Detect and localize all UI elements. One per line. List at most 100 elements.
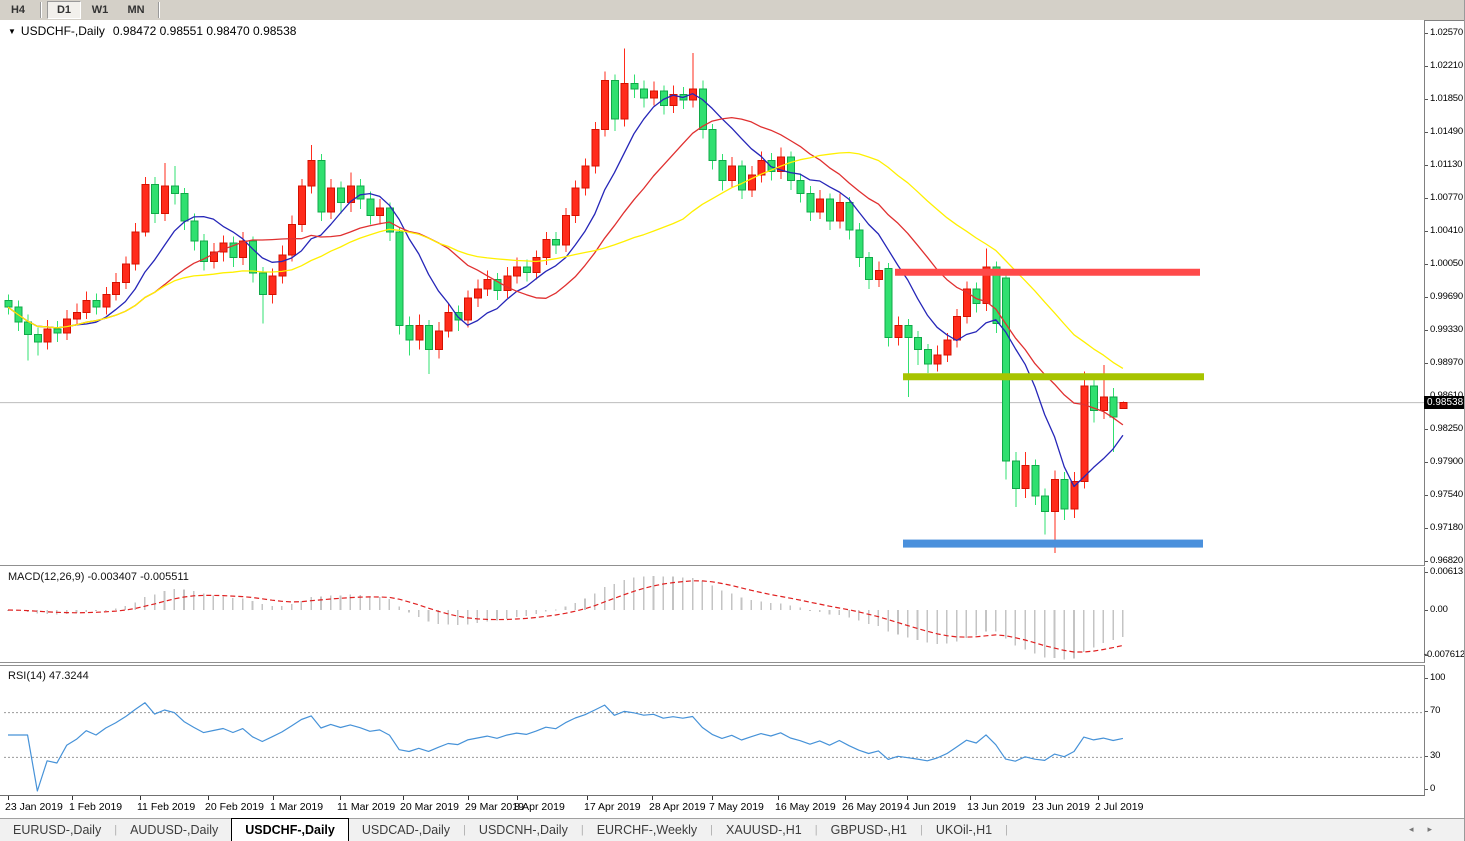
macd-chart[interactable] xyxy=(0,567,1424,662)
macd-bar xyxy=(466,610,469,625)
timeframe-button-h4[interactable]: H4 xyxy=(10,4,26,16)
macd-bar xyxy=(877,610,880,627)
price-axis-label: 0.97900 xyxy=(1430,456,1463,467)
tab-separator: | xyxy=(580,824,584,836)
macd-bar xyxy=(760,601,762,610)
macd-indicator-pane[interactable]: MACD(12,26,9) -0.003407 -0.005511 xyxy=(0,567,1425,663)
macd-axis-tick xyxy=(1425,610,1428,611)
price-axis-label: 1.00410 xyxy=(1430,225,1463,236)
date-label: 11 Mar 2019 xyxy=(337,801,396,813)
bearish-candle xyxy=(640,88,649,99)
macd-bar xyxy=(417,610,420,617)
macd-bar xyxy=(672,576,674,610)
rsi-indicator-pane[interactable]: RSI(14) 47.3244 xyxy=(0,665,1425,796)
macd-bar xyxy=(525,610,528,616)
date-tick xyxy=(712,796,713,800)
tab-separator: | xyxy=(1005,824,1008,836)
tab-usdchf-daily[interactable]: USDCHF-,Daily xyxy=(231,818,349,841)
rsi-chart[interactable] xyxy=(0,666,1424,795)
bearish-candle xyxy=(1002,277,1011,462)
price-axis-label: 1.01490 xyxy=(1430,126,1463,137)
macd-bar xyxy=(682,577,684,610)
bearish-candle xyxy=(425,324,434,350)
symbol-dropdown-icon[interactable]: ▼ xyxy=(8,27,16,36)
bearish-candle xyxy=(1060,478,1069,510)
macd-bar xyxy=(46,610,48,615)
mid-hline[interactable] xyxy=(903,373,1204,381)
bullish-candle xyxy=(464,297,473,321)
macd-bar xyxy=(867,610,870,624)
tab-usdcad-daily[interactable]: USDCAD-,Daily xyxy=(361,823,451,837)
tab-eurusd-daily[interactable]: EURUSD-,Daily xyxy=(13,823,102,837)
bullish-candle xyxy=(620,82,629,120)
bearish-candle xyxy=(53,328,62,334)
macd-bar xyxy=(232,598,234,610)
price-axis-label: 0.98970 xyxy=(1430,357,1463,368)
tab-eurchf-weekly[interactable]: EURCHF-,Weekly xyxy=(596,823,698,837)
bullish-candle xyxy=(503,275,512,292)
macd-bar xyxy=(339,595,342,610)
macd-bar xyxy=(818,610,821,612)
macd-bar xyxy=(36,610,39,614)
tab-usdcnh-daily[interactable]: USDCNH-,Daily xyxy=(478,823,568,837)
tab-scroll-right-icon[interactable]: ▸ xyxy=(1427,824,1446,834)
macd-bar xyxy=(486,610,489,622)
date-tick xyxy=(587,796,588,800)
date-axis[interactable]: 23 Jan 2019 1 Feb 2019 11 Feb 2019 20 Feb 2… xyxy=(0,796,1464,818)
bearish-candle xyxy=(806,192,815,213)
candlestick-chart[interactable] xyxy=(0,20,1424,565)
bullish-candle xyxy=(483,279,492,290)
bearish-candle xyxy=(914,336,923,350)
macd-bar xyxy=(906,610,909,638)
bearish-candle xyxy=(767,159,776,172)
rsi-axis-tick xyxy=(1425,756,1428,757)
timeframe-button-mn[interactable]: MN xyxy=(127,4,145,16)
price-axis-tick xyxy=(1425,561,1428,562)
resistance-hline[interactable] xyxy=(895,268,1200,276)
macd-bar xyxy=(1034,610,1036,654)
macd-bar xyxy=(916,610,919,641)
timeframe-button-d1[interactable]: D1 xyxy=(47,1,81,19)
date-label: 11 Feb 2019 xyxy=(137,801,196,813)
bearish-candle xyxy=(884,268,893,338)
macd-bar xyxy=(730,593,733,610)
bullish-candle xyxy=(72,312,81,320)
symbol-tab-bar: EURUSD-,Daily | AUDUSD-,Daily USDCHF-,Daily… xyxy=(0,818,1464,841)
bullish-candle xyxy=(444,312,453,332)
macd-bar xyxy=(271,605,273,610)
price-axis-tick xyxy=(1425,264,1428,265)
bullish-candle xyxy=(933,354,942,365)
tab-audusd-daily[interactable]: AUDUSD-,Daily xyxy=(130,823,219,837)
timeframe-button-w1[interactable]: W1 xyxy=(91,4,109,16)
bearish-candle xyxy=(610,80,619,120)
price-axis-tick xyxy=(1425,330,1428,331)
date-label: 8 Apr 2019 xyxy=(514,801,565,813)
macd-bar xyxy=(241,598,244,610)
macd-bar xyxy=(369,596,371,610)
tab-scroll-left-icon[interactable]: ◂ xyxy=(1408,824,1428,834)
macd-bar xyxy=(799,607,801,610)
macd-bar xyxy=(251,601,254,610)
price-axis-label: 0.97540 xyxy=(1430,489,1463,500)
tab-scroll-arrows: ◂▸ xyxy=(1409,824,1446,835)
timeframe-toolbar: H4 D1 W1 MN xyxy=(0,0,1464,21)
price-chart-pane[interactable]: ▼ USDCHF-,Daily 0.98472 0.98551 0.98470 0.… xyxy=(0,20,1425,566)
bullish-candle xyxy=(278,254,287,277)
support-hline[interactable] xyxy=(903,539,1203,548)
tab-ukoil-h1[interactable]: UKOil-,H1 xyxy=(935,823,993,837)
price-axis-label: 1.00770 xyxy=(1430,192,1463,203)
bullish-candle xyxy=(131,231,140,265)
macd-bar xyxy=(662,576,665,610)
tab-xauusd-h1[interactable]: XAUUSD-,H1 xyxy=(726,823,802,837)
macd-bar xyxy=(858,610,860,621)
macd-bar xyxy=(936,610,938,644)
tab-gbpusd-h1[interactable]: GBPUSD-,H1 xyxy=(830,823,908,837)
macd-bar xyxy=(613,584,616,610)
macd-bar xyxy=(535,610,537,614)
date-label: 1 Mar 2019 xyxy=(270,801,324,813)
price-axis-tick xyxy=(1425,297,1428,298)
macd-bar xyxy=(789,605,792,610)
bearish-candle xyxy=(317,159,326,213)
macd-bar xyxy=(779,603,782,610)
